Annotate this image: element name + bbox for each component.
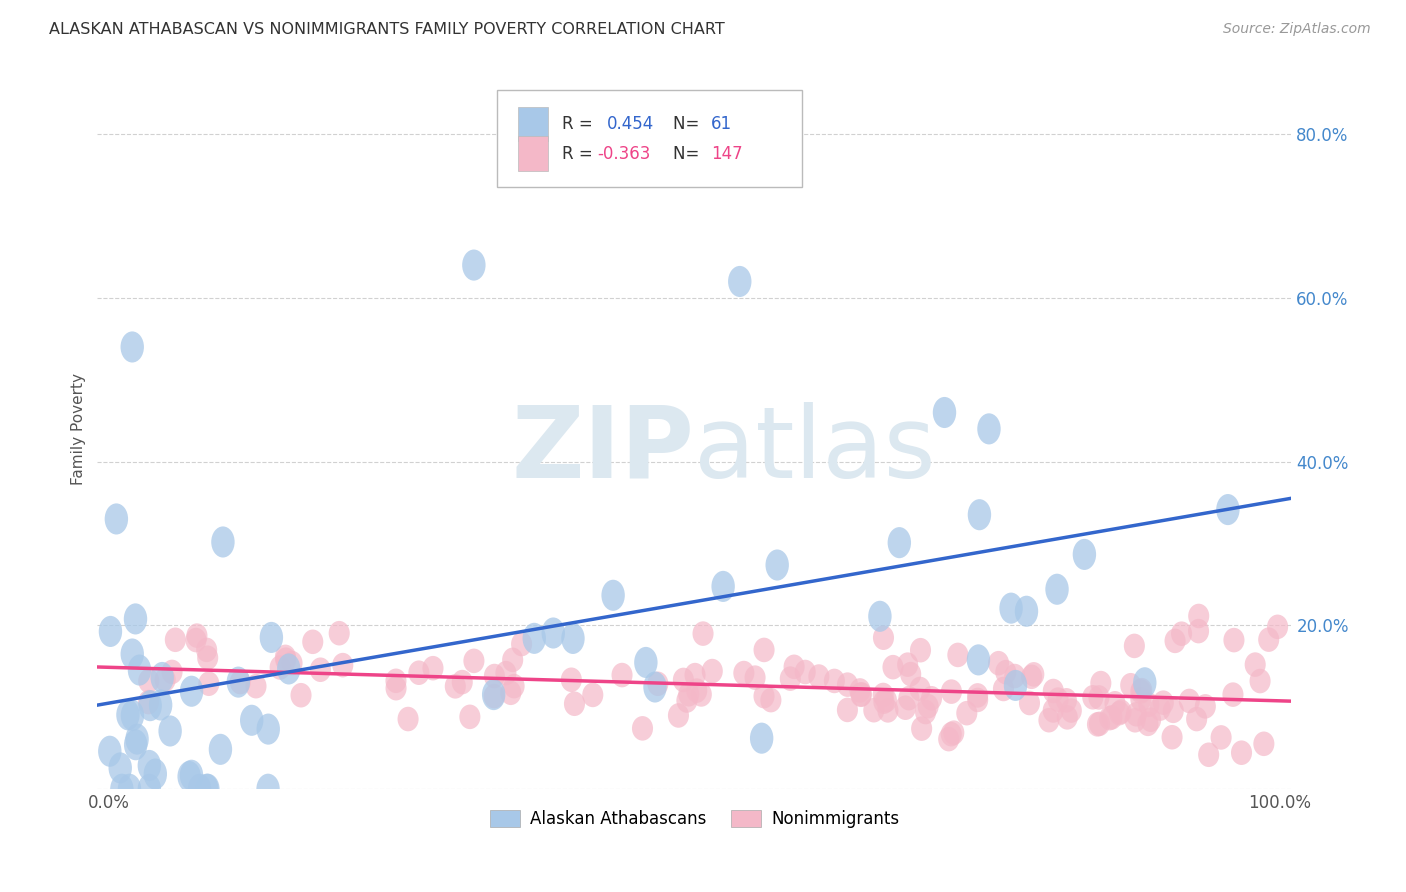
Text: N=: N= <box>673 115 704 133</box>
Text: N=: N= <box>673 145 704 162</box>
FancyBboxPatch shape <box>517 136 547 171</box>
FancyBboxPatch shape <box>498 90 801 187</box>
FancyBboxPatch shape <box>517 107 547 141</box>
Y-axis label: Family Poverty: Family Poverty <box>72 373 86 485</box>
Legend: Alaskan Athabascans, Nonimmigrants: Alaskan Athabascans, Nonimmigrants <box>484 804 905 835</box>
Text: 147: 147 <box>711 145 742 162</box>
Text: 0.454: 0.454 <box>607 115 654 133</box>
Text: ALASKAN ATHABASCAN VS NONIMMIGRANTS FAMILY POVERTY CORRELATION CHART: ALASKAN ATHABASCAN VS NONIMMIGRANTS FAMI… <box>49 22 725 37</box>
Text: -0.363: -0.363 <box>598 145 651 162</box>
Text: 61: 61 <box>711 115 733 133</box>
Text: Source: ZipAtlas.com: Source: ZipAtlas.com <box>1223 22 1371 37</box>
Text: R =: R = <box>562 145 598 162</box>
Text: atlas: atlas <box>695 402 936 499</box>
Text: ZIP: ZIP <box>512 402 695 499</box>
Text: R =: R = <box>562 115 598 133</box>
